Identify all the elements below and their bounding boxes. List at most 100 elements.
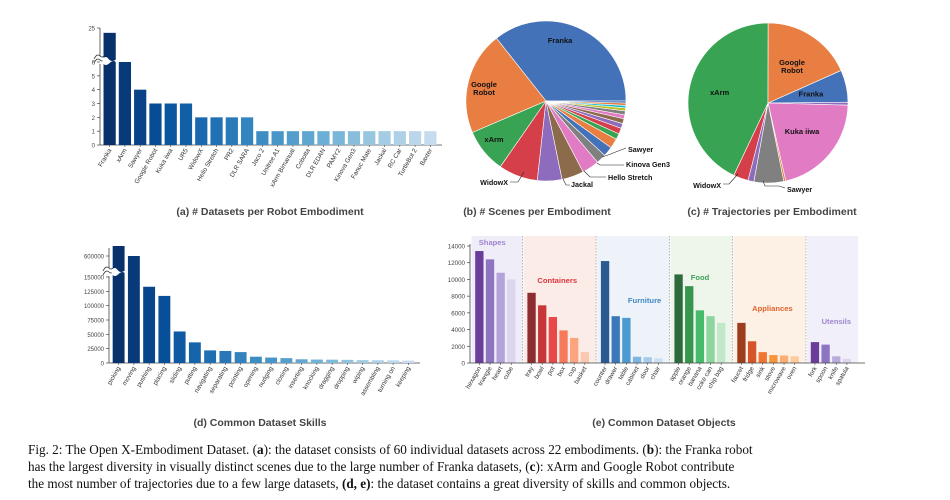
bar — [570, 337, 579, 363]
x-tick-label: closing — [274, 365, 290, 386]
x-tick-label: sliding — [168, 365, 183, 385]
x-tick-label: box — [556, 365, 568, 378]
pie-slice — [767, 22, 842, 104]
y-tick-label: 10000 — [448, 277, 466, 284]
x-tick-label: xArm — [115, 148, 129, 164]
group-background — [733, 236, 807, 363]
bar — [580, 352, 589, 363]
pie-slice — [545, 100, 627, 104]
bar — [234, 352, 247, 363]
callout-line — [562, 178, 570, 186]
bar — [402, 360, 415, 363]
bar — [143, 286, 156, 363]
bar — [717, 322, 726, 363]
chart-title: (b) # Scenes per Embodiment — [463, 206, 611, 218]
bar — [225, 117, 238, 145]
bar — [842, 358, 852, 363]
y-tick-label: 0 — [101, 362, 105, 368]
group-label: Shapes — [479, 238, 506, 247]
y-tick-label: 0 — [92, 144, 96, 150]
bar — [527, 292, 536, 363]
slice-label: xArm — [484, 135, 504, 144]
x-tick-label: putting — [183, 365, 199, 386]
caption-text: has the largest diversity in visually di… — [28, 459, 530, 474]
bar — [179, 103, 193, 145]
y-tick-label: 12000 — [448, 260, 466, 267]
bar — [424, 131, 437, 145]
x-tick-label: picking — [106, 365, 122, 386]
x-tick-label: chair — [649, 365, 662, 381]
bar — [496, 272, 505, 363]
callout-label: Jackal — [571, 180, 593, 189]
caption-bold-ref: b — [646, 442, 655, 457]
x-tick-label: keeping — [395, 365, 412, 388]
bar — [485, 259, 495, 363]
bar — [821, 344, 830, 363]
bar — [378, 131, 391, 145]
callout-label: Sawyer — [628, 145, 653, 154]
y-tick-label: 5 — [92, 74, 96, 80]
bar — [408, 131, 422, 145]
caption-text: ): the dataset consists of 60 individual… — [263, 442, 647, 457]
bar — [706, 316, 715, 363]
bar — [112, 246, 125, 363]
caption-bold-ref: (d, e) — [341, 476, 371, 491]
x-tick-label: oven — [785, 365, 798, 381]
x-tick-label: placing — [152, 365, 168, 386]
y-tick-label: 6000 — [451, 310, 465, 317]
bar — [310, 359, 323, 363]
bar — [317, 131, 330, 145]
bar — [695, 310, 705, 363]
y-tick-label: 14000 — [448, 244, 466, 251]
y-tick-label: 50000 — [87, 333, 104, 339]
bar — [347, 131, 361, 145]
bar — [249, 356, 262, 363]
chart-title: (e) Common Dataset Objects — [592, 417, 736, 429]
pie-slice — [495, 20, 627, 102]
bar — [240, 117, 254, 145]
bar — [356, 360, 369, 363]
bar — [164, 103, 177, 145]
x-tick-label: pushing — [136, 365, 153, 388]
y-tick-label: 75000 — [87, 319, 104, 325]
bar — [790, 356, 799, 363]
callout-label: Hello Stretch — [608, 173, 652, 182]
callout-label: WidowX — [693, 181, 721, 190]
bar — [127, 256, 140, 363]
caption-text: the most number of trajectories due to a… — [28, 476, 342, 491]
bar — [674, 274, 683, 363]
bar — [475, 251, 484, 363]
callout-line — [596, 162, 624, 166]
bar — [302, 131, 315, 145]
y-tick-label: 1 — [92, 130, 96, 136]
bar — [195, 117, 208, 145]
y-tick-label: 25000 — [87, 347, 104, 353]
x-tick-label: tray — [524, 365, 536, 378]
x-tick-label: Baxter — [419, 147, 435, 167]
y-tick-label: 8000 — [451, 294, 465, 301]
caption-line-2: has the largest diversity in visually di… — [28, 458, 918, 475]
bar — [134, 89, 147, 145]
y-tick-label: 2000 — [451, 344, 465, 351]
x-tick-label: fridge — [742, 365, 756, 383]
bar — [538, 305, 547, 363]
bar — [747, 341, 757, 363]
chart-scenes-per-embodiment: Franka Google Robot xArm WidowX Jackal Hello S… — [463, 20, 670, 218]
x-tick-label: UR5 — [177, 147, 190, 162]
bar — [611, 316, 620, 363]
bar — [118, 62, 132, 145]
x-tick-label: wiping — [351, 365, 367, 385]
bar — [643, 357, 652, 363]
bar — [622, 317, 631, 363]
y-tick-label: 0 — [462, 361, 466, 368]
bar — [548, 317, 558, 363]
caption-bold-ref: c — [529, 459, 536, 474]
bar — [103, 32, 116, 146]
y-tick-label: 150000 — [84, 276, 105, 282]
caption-text: ): xArm and Google Robot contribute — [535, 459, 735, 474]
bar — [188, 342, 201, 363]
bar — [632, 356, 642, 363]
bar — [265, 357, 278, 363]
bar — [654, 358, 663, 363]
